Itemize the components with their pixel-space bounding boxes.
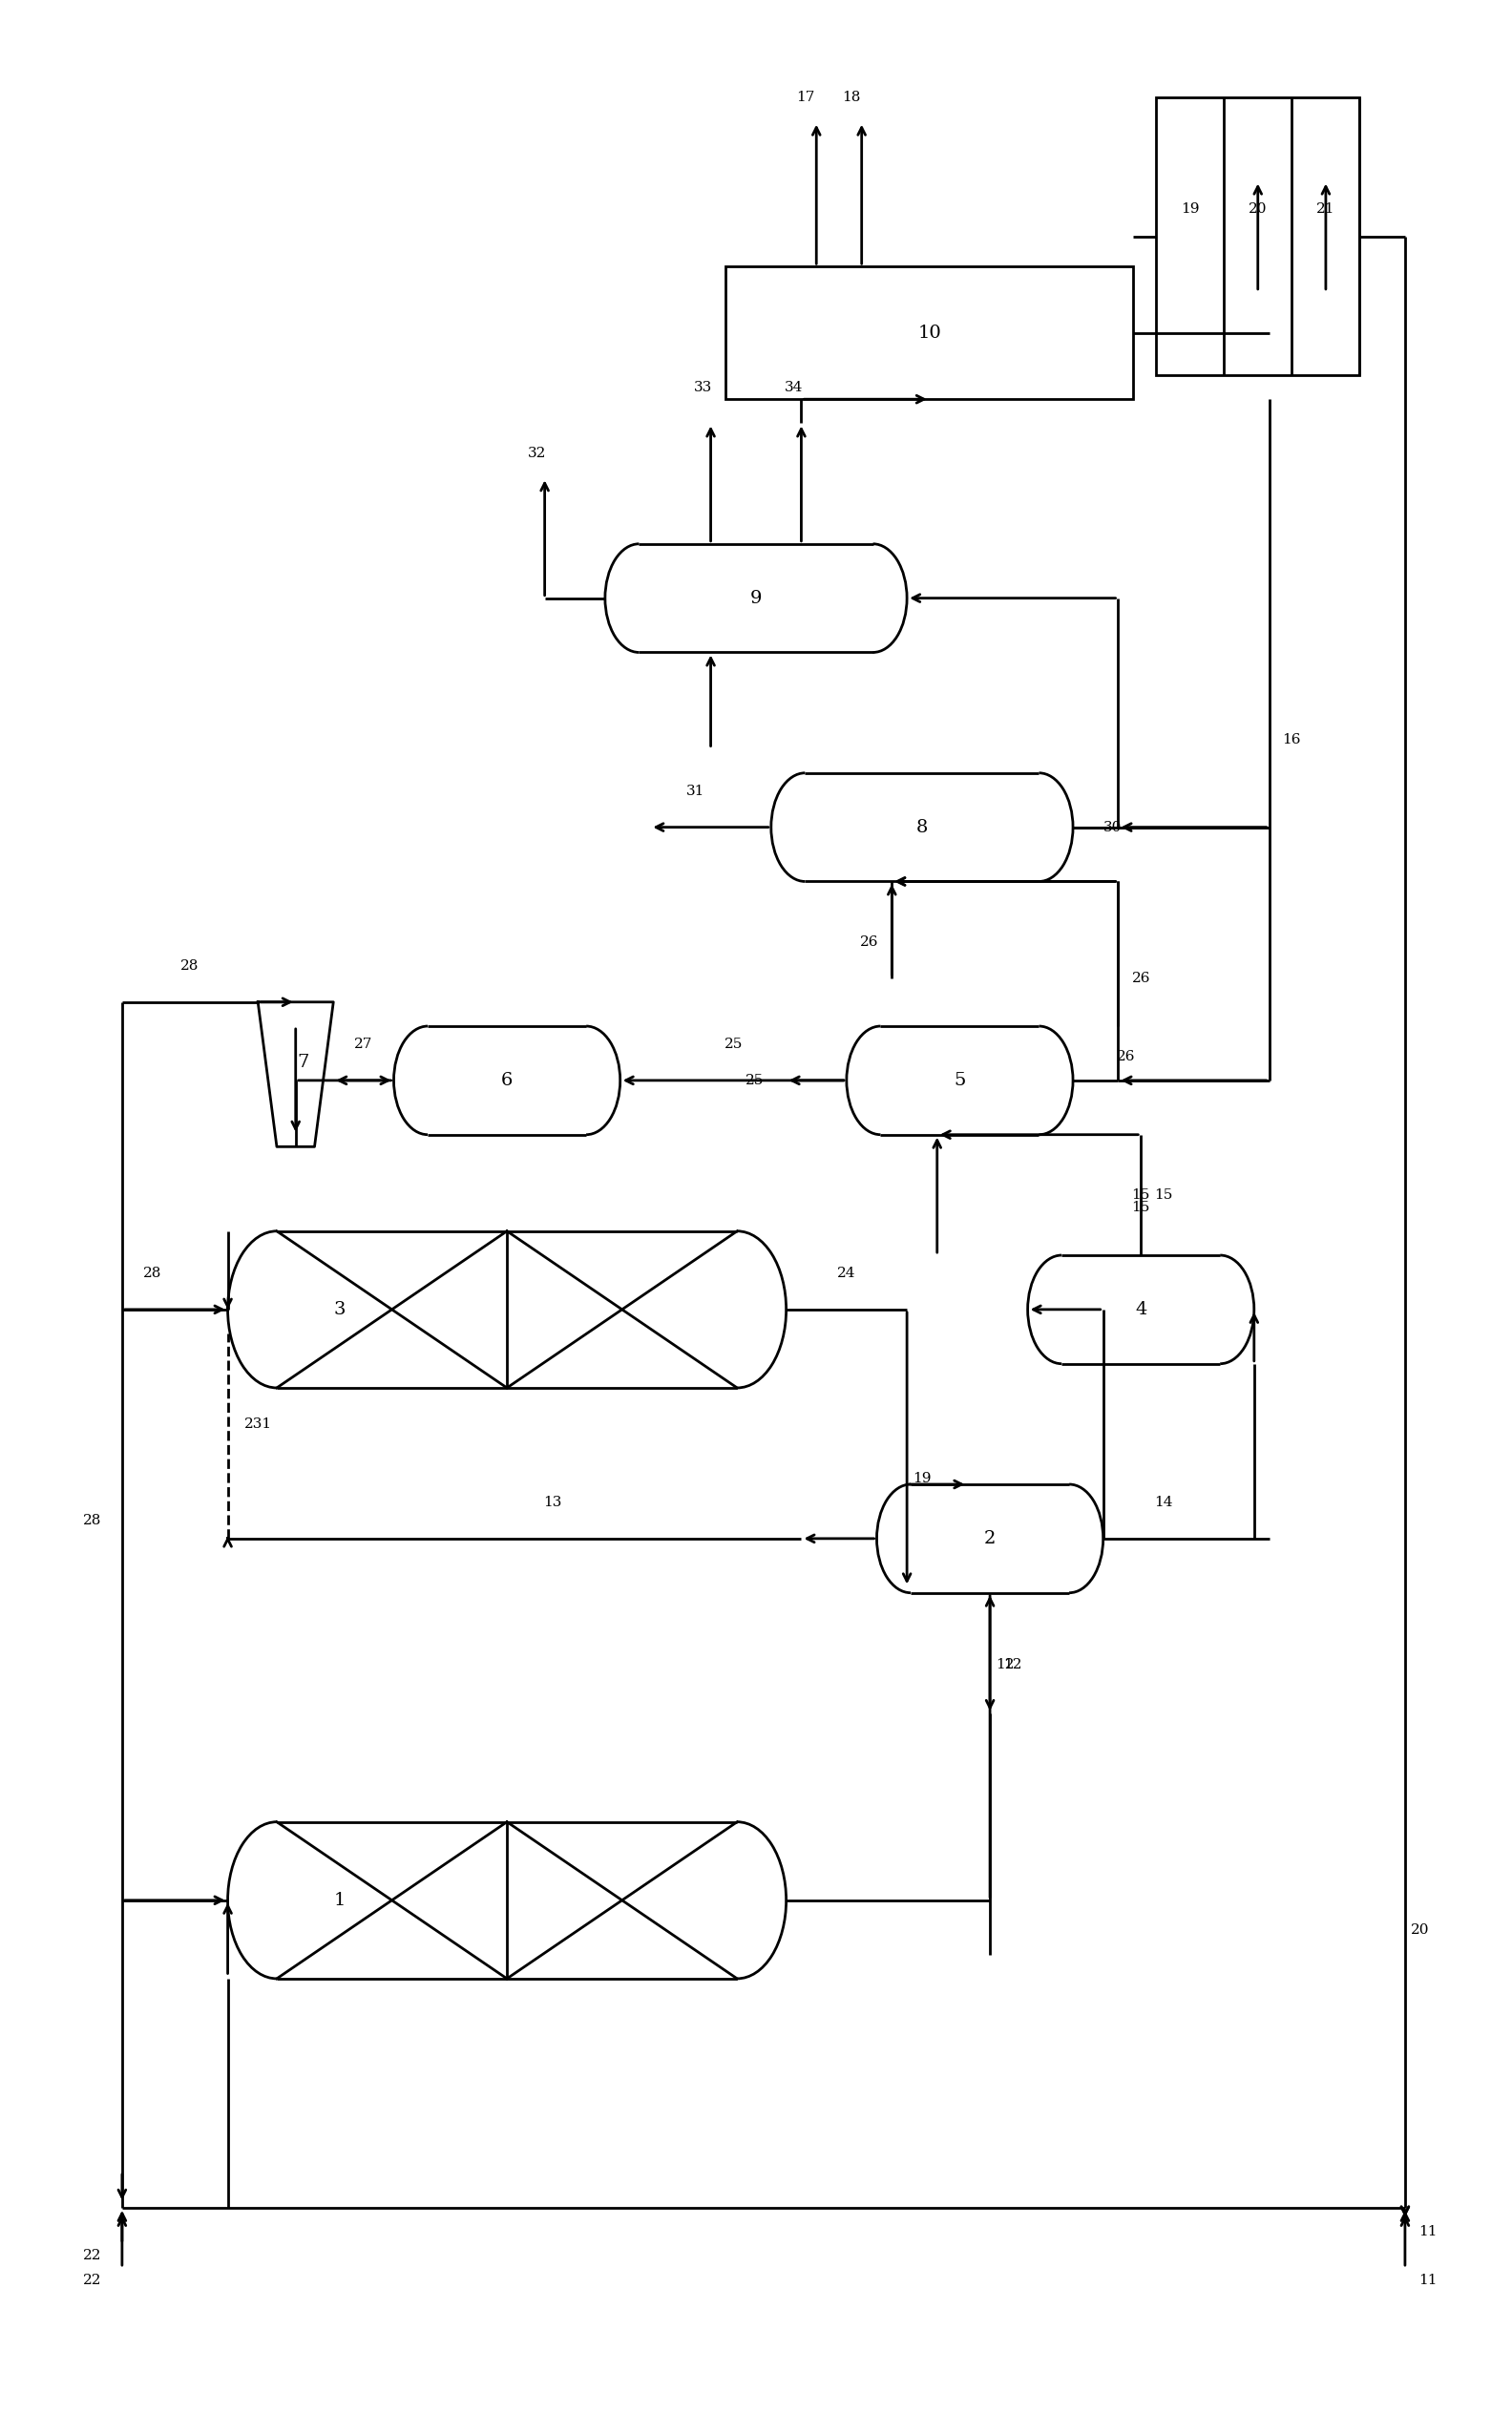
Text: 22: 22 (83, 2274, 101, 2286)
Circle shape (688, 1823, 786, 1977)
Circle shape (228, 1823, 325, 1977)
Text: 4: 4 (1136, 1301, 1146, 1318)
Circle shape (605, 546, 673, 652)
Text: 26: 26 (1131, 970, 1151, 985)
Text: 30: 30 (1104, 821, 1122, 833)
Circle shape (771, 772, 839, 881)
Circle shape (1028, 1255, 1095, 1364)
Polygon shape (277, 1823, 738, 1979)
Text: 27: 27 (354, 1038, 373, 1050)
Text: 26: 26 (860, 934, 878, 949)
Text: 26: 26 (1116, 1050, 1136, 1062)
Text: 18: 18 (842, 92, 860, 104)
Text: 31: 31 (686, 785, 705, 797)
Polygon shape (880, 1026, 1039, 1135)
Bar (1157, 99, 1359, 374)
Text: 13: 13 (543, 1497, 561, 1509)
Circle shape (1036, 1485, 1102, 1593)
Polygon shape (640, 543, 872, 652)
Text: 20: 20 (1249, 203, 1267, 215)
Text: 19: 19 (913, 1473, 931, 1485)
Circle shape (847, 1026, 915, 1135)
Text: 8: 8 (916, 818, 928, 835)
Text: 34: 34 (785, 381, 803, 393)
Polygon shape (804, 772, 1039, 881)
Text: 12: 12 (996, 1658, 1015, 1673)
Text: 25: 25 (724, 1038, 742, 1050)
Text: 16: 16 (1282, 734, 1302, 746)
Text: 11: 11 (1418, 2226, 1436, 2238)
Circle shape (1005, 772, 1072, 881)
Text: 28: 28 (181, 958, 200, 973)
Circle shape (552, 1026, 620, 1135)
Polygon shape (428, 1026, 587, 1135)
Text: 7: 7 (298, 1055, 308, 1072)
Text: 28: 28 (144, 1267, 162, 1279)
Bar (726, 266, 1134, 398)
Polygon shape (277, 1231, 738, 1388)
Text: 231: 231 (243, 1417, 272, 1432)
Polygon shape (1061, 1255, 1220, 1364)
Text: 32: 32 (528, 447, 546, 461)
Text: 2: 2 (984, 1530, 996, 1547)
Text: 21: 21 (1317, 203, 1335, 215)
Circle shape (839, 546, 907, 652)
Text: 25: 25 (745, 1074, 764, 1086)
Text: 15: 15 (1131, 1200, 1151, 1214)
Text: 19: 19 (1181, 203, 1199, 215)
Text: 33: 33 (694, 381, 712, 393)
Text: 15: 15 (1131, 1188, 1151, 1202)
Text: 20: 20 (1411, 1924, 1429, 1936)
Text: 10: 10 (918, 323, 942, 340)
Circle shape (1187, 1255, 1253, 1364)
Text: 1: 1 (334, 1893, 345, 1909)
Text: 5: 5 (954, 1072, 966, 1089)
Text: 9: 9 (750, 589, 762, 606)
Circle shape (1005, 1026, 1072, 1135)
Text: 24: 24 (838, 1267, 856, 1279)
Text: 14: 14 (1154, 1497, 1173, 1509)
Text: 11: 11 (1418, 2274, 1436, 2286)
Circle shape (395, 1026, 461, 1135)
Circle shape (877, 1485, 945, 1593)
Text: 17: 17 (797, 92, 815, 104)
Text: 12: 12 (1004, 1658, 1022, 1673)
Circle shape (688, 1231, 786, 1388)
Text: 15: 15 (1154, 1188, 1173, 1202)
Text: 6: 6 (500, 1072, 513, 1089)
Text: 3: 3 (334, 1301, 345, 1318)
Text: 28: 28 (83, 1514, 101, 1528)
Circle shape (228, 1231, 325, 1388)
Text: 22: 22 (83, 2250, 101, 2262)
Polygon shape (910, 1485, 1069, 1593)
